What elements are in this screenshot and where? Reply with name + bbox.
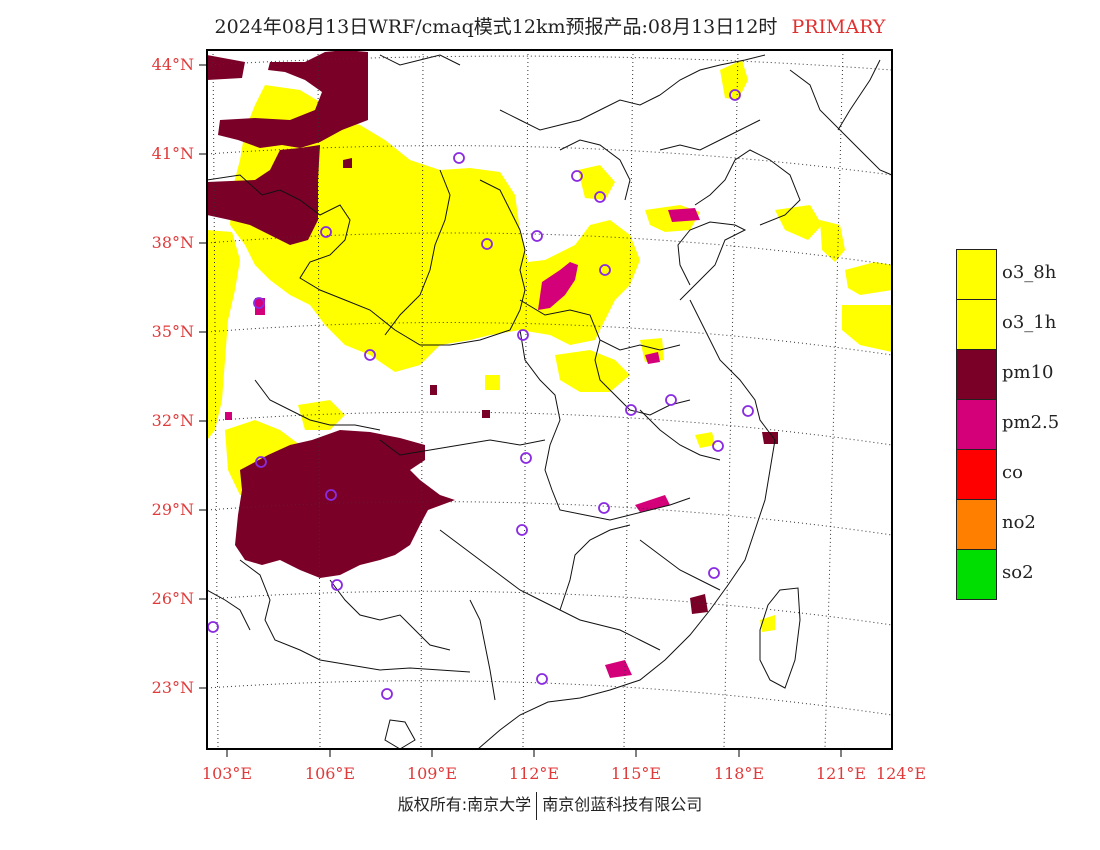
axis-ticks — [199, 64, 842, 757]
legend-label: no2 — [1002, 512, 1036, 533]
map-frame — [206, 49, 893, 750]
legend-swatch — [956, 349, 997, 400]
footer-left: 版权所有:南京大学 — [397, 795, 532, 814]
pm25-regions — [225, 208, 700, 678]
lon-label-103: 103°E — [201, 764, 253, 783]
legend-swatch — [956, 449, 997, 500]
legend-label: so2 — [1002, 562, 1034, 583]
boundaries — [207, 54, 892, 749]
legend-swatch — [956, 549, 997, 600]
station-markers — [207, 89, 754, 700]
legend-label: pm10 — [1002, 362, 1054, 383]
legend-label: pm2.5 — [1002, 412, 1060, 433]
legend-label: co — [1002, 462, 1023, 483]
copyright-footer: 版权所有:南京大学 南京创蓝科技有限公司 — [0, 791, 1100, 820]
lat-label-26: 26°N — [151, 589, 194, 608]
lon-label-109: 109°E — [406, 764, 458, 783]
lat-label-29: 29°N — [151, 500, 194, 519]
legend-swatch — [956, 299, 997, 350]
graticule — [207, 50, 892, 749]
lon-label-106: 106°E — [304, 764, 356, 783]
lat-label-35: 35°N — [151, 322, 194, 341]
legend-label: o3_8h — [1002, 262, 1057, 283]
lat-label-41: 41°N — [151, 144, 194, 163]
lat-label-32: 32°N — [151, 411, 194, 430]
lon-label-121: 121°E — [815, 764, 867, 783]
lat-label-23: 23°N — [151, 678, 194, 697]
title-tag: PRIMARY — [791, 16, 886, 38]
title-text: 2024年08月13日WRF/cmaq模式12km预报产品:08月13日12时 — [214, 16, 778, 38]
lat-label-44: 44°N — [151, 55, 194, 74]
legend-label: o3_1h — [1002, 312, 1057, 333]
pm10-regions — [207, 50, 778, 614]
lon-label-115: 115°E — [610, 764, 662, 783]
lat-label-38: 38°N — [151, 233, 194, 252]
legend-swatch — [956, 499, 997, 550]
lon-label-118: 118°E — [713, 764, 765, 783]
footer-separator — [536, 791, 538, 820]
legend-swatch — [956, 399, 997, 450]
lon-label-124: 124°E — [875, 764, 927, 783]
footer-right: 南京创蓝科技有限公司 — [542, 795, 703, 814]
map-title: 2024年08月13日WRF/cmaq模式12km预报产品:08月13日12时 P… — [0, 12, 1100, 39]
legend-swatch — [956, 249, 997, 300]
lon-label-112: 112°E — [508, 764, 560, 783]
